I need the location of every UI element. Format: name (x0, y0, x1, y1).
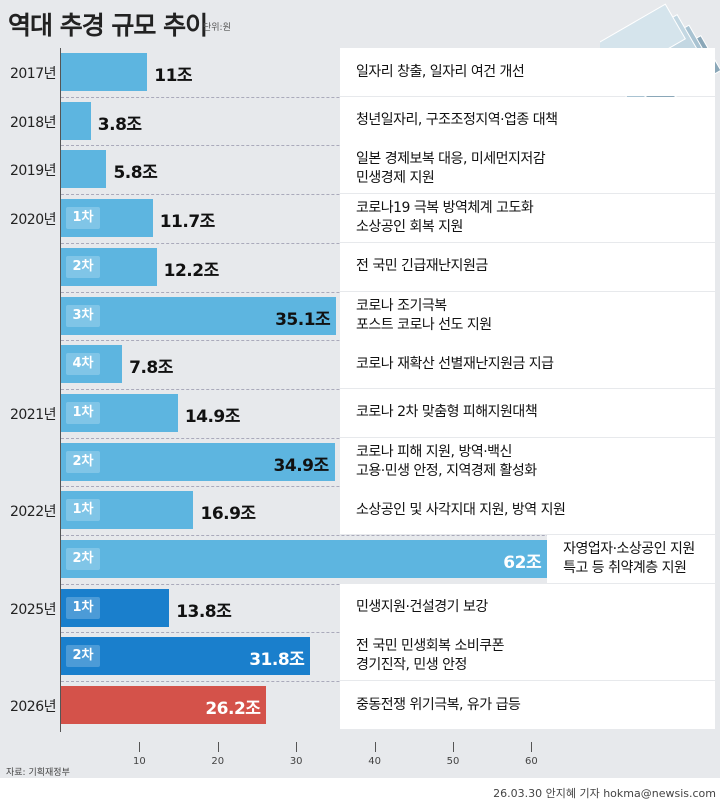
round-badge: 2차 (66, 548, 100, 570)
round-badge: 1차 (66, 499, 100, 522)
year-label: 2021년 (9, 406, 57, 423)
value-label: 26.2조 (205, 699, 261, 720)
source-note: 자료: 기획재정부 (6, 768, 70, 778)
year-label: 2025년 (9, 601, 57, 618)
bar (61, 393, 178, 432)
description-line: 민생지원·건설경기 보강 (356, 599, 488, 616)
round-badge: 2차 (66, 255, 100, 278)
round-badge: 2차 (66, 645, 100, 668)
bar (61, 296, 337, 335)
description-line: 중동전쟁 위기극복, 유가 급등 (356, 696, 521, 713)
value-label: 7.8조 (129, 358, 173, 379)
year-label: 2026년 (9, 699, 57, 716)
row-description: 중동전쟁 위기극복, 유가 급등 (340, 681, 715, 730)
description-line: 소상공인 회복 지원 (356, 219, 463, 236)
tick-label: 60 (525, 756, 538, 767)
value-label: 5.8조 (113, 163, 158, 184)
bar (61, 686, 267, 725)
bar (61, 442, 335, 481)
description-line: 일본 경제보복 대응, 미세먼지저감 (356, 151, 546, 168)
bar (61, 101, 91, 140)
round-badge: 1차 (66, 596, 100, 619)
row-description: 코로나 2차 맞춤형 피해지원대책 (340, 388, 715, 437)
credit-line: 26.03.30 안지혜 기자 hokma@newsis.com (493, 787, 716, 800)
description-line: 코로나 2차 맞춤형 피해지원대책 (356, 404, 538, 421)
axis-line (60, 48, 61, 732)
description-line: 코로나 피해 지원, 방역·백신 (356, 443, 512, 460)
row-description: 일자리 창출, 일자리 여건 개선 (340, 48, 715, 96)
chart-title: 역대 추경 규모 추이 (8, 11, 208, 40)
bar (61, 588, 170, 627)
axis-tick (453, 742, 454, 752)
row-description: 전 국민 긴급재난지원금 (340, 242, 715, 291)
tick-label: 50 (446, 756, 460, 767)
description-line: 민생경제 지원 (356, 170, 435, 187)
round-badge: 4차 (66, 353, 100, 376)
axis-tick (374, 742, 376, 752)
round-badge: 3차 (66, 304, 100, 327)
row-description: 청년일자리, 구조조정지역·업종 대책 (340, 96, 715, 145)
description-line: 일자리 창출, 일자리 여건 개선 (356, 63, 525, 80)
tick-label: 30 (289, 756, 303, 767)
bar (61, 247, 157, 286)
value-label: 62조 (503, 553, 542, 573)
bar (61, 637, 311, 676)
row-description: 민생지원·건설경기 보강 (340, 583, 715, 632)
description-line: 전 국민 민생회복 소비쿠폰 (356, 638, 505, 655)
axis-tick (139, 742, 141, 752)
tick-label: 20 (211, 756, 225, 767)
description-line: 코로나19 극복 방역체계 고도화 (356, 200, 534, 217)
axis-tick (296, 742, 298, 752)
row-separator (61, 535, 715, 536)
value-label: 14.9조 (184, 406, 241, 427)
value-label: 13.8조 (176, 601, 232, 622)
description-line: 특고 등 취약계층 지원 (563, 560, 687, 576)
bar (61, 150, 107, 189)
row-description: 소상공인 및 사각지대 지원, 방역 지원 (340, 486, 715, 535)
description-line: 소상공인 및 사각지대 지원, 방역 지원 (356, 501, 566, 518)
description-line: 코로나 조기극복 (356, 297, 447, 314)
description-line: 자영업자·소상공인 지원 (563, 541, 695, 557)
bar (61, 199, 153, 238)
tick-label: 10 (133, 756, 146, 767)
description-line: 포스트 코로나 선도 지원 (356, 316, 492, 333)
year-label: 2018년 (9, 114, 57, 131)
value-label: 35.1조 (275, 309, 331, 330)
unit-label: 단위:원 (203, 23, 231, 33)
value-label: 12.2조 (163, 260, 220, 281)
value-label: 34.9조 (273, 455, 330, 476)
tick-label: 40 (368, 756, 381, 767)
year-label: 2022년 (9, 504, 57, 521)
year-label: 2017년 (9, 66, 57, 82)
value-label: 11조 (154, 66, 193, 86)
description-line: 청년일자리, 구조조정지역·업종 대책 (356, 112, 558, 129)
description-line: 고용·민생 안정, 지역경제 활성화 (356, 462, 537, 479)
description-line: 전 국민 긴급재난지원금 (356, 258, 488, 275)
bar (61, 345, 123, 384)
round-badge: 2차 (66, 450, 100, 473)
axis-tick (217, 742, 219, 752)
value-label: 11.7조 (159, 212, 216, 233)
value-label: 3.8조 (97, 114, 142, 135)
axis-tick (531, 742, 533, 752)
description-line: 코로나 재확산 선별재난지원금 지급 (356, 355, 554, 372)
value-label: 31.8조 (249, 650, 305, 671)
bar (61, 491, 194, 530)
year-label: 2019년 (9, 163, 57, 180)
bar (61, 540, 548, 578)
round-badge: 1차 (66, 207, 100, 230)
year-label: 2020년 (9, 212, 57, 229)
round-badge: 1차 (66, 401, 100, 424)
value-label: 16.9조 (200, 504, 256, 525)
row-description: 코로나 재확산 선별재난지원금 지급 (340, 340, 715, 389)
description-line: 경기진작, 민생 안정 (356, 657, 467, 674)
bar (61, 53, 148, 91)
